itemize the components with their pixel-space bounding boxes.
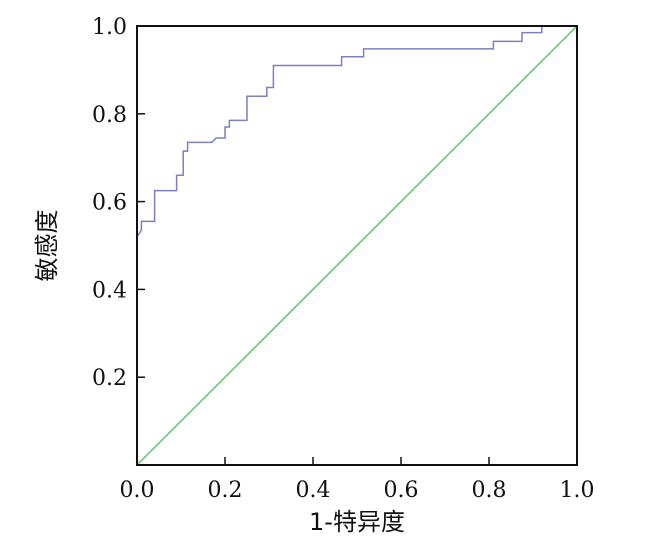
y-tick-label: 0.8 <box>92 103 127 128</box>
x-tick-label: 0.4 <box>296 478 331 503</box>
roc-curve <box>136 25 577 465</box>
y-tick-label: 1.0 <box>92 15 127 40</box>
y-tick-label: 0.2 <box>92 366 127 391</box>
x-tick-label: 0.6 <box>384 478 419 503</box>
y-tick-label: 0.4 <box>92 278 127 303</box>
plot-frame <box>136 25 578 466</box>
x-tick-label: 1.0 <box>560 478 595 503</box>
y-tick-label: 0.6 <box>92 191 127 216</box>
x-tick-label: 0.0 <box>120 478 155 503</box>
x-axis-title: 1-特异度 <box>309 508 405 536</box>
x-tick-label: 0.8 <box>472 478 507 503</box>
x-tick-label: 0.2 <box>208 478 243 503</box>
reference-line <box>136 25 578 466</box>
y-axis-title: 敏感度 <box>33 210 61 282</box>
